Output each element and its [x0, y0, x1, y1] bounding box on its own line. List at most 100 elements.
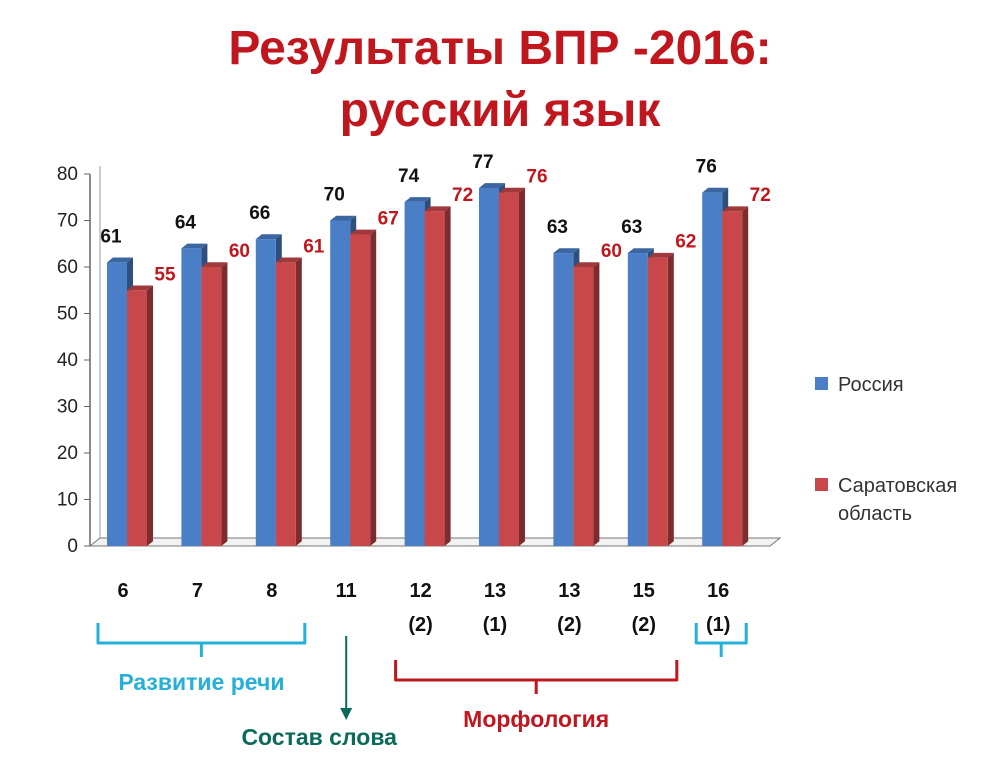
y-tick-label: 40	[57, 350, 78, 371]
bar-saratov	[647, 257, 668, 546]
bar-side	[147, 285, 153, 546]
bar-top	[350, 229, 377, 235]
x-tick-label: 11	[336, 580, 357, 602]
x-tick-label: (1)	[706, 614, 730, 636]
bar-saratov	[201, 267, 222, 546]
bar-side	[370, 229, 377, 546]
group-label-speech: Развитие речи	[118, 669, 284, 695]
data-label-russia: 63	[547, 217, 568, 238]
y-tick-label: 50	[57, 304, 78, 325]
group-bracket	[694, 623, 748, 657]
data-label-saratov: 60	[601, 241, 622, 262]
group-bracket	[96, 623, 307, 657]
group-arrow-head	[340, 708, 353, 720]
data-label-saratov: 62	[675, 232, 696, 253]
bar-russia	[702, 192, 723, 546]
x-tick-label: 13	[484, 580, 506, 602]
bar-side	[444, 206, 451, 546]
legend-label-saratov: Саратовская	[838, 475, 957, 497]
x-tick-label: (2)	[632, 614, 656, 636]
y-tick-label: 30	[57, 397, 78, 418]
bar-russia	[479, 187, 499, 546]
x-tick-label: (2)	[557, 614, 581, 636]
data-label-russia: 63	[621, 217, 642, 238]
bar-saratov	[499, 192, 519, 546]
x-tick-label: 6	[117, 580, 128, 602]
y-tick-label: 60	[57, 257, 78, 278]
y-tick-label: 70	[57, 211, 78, 232]
bar-russia	[255, 239, 276, 546]
y-tick-label: 0	[67, 536, 78, 557]
data-label-saratov: 67	[378, 208, 399, 229]
bar-top	[499, 187, 525, 193]
bar-top	[553, 248, 580, 254]
legend-swatch-saratov	[815, 478, 828, 491]
legend-swatch-russia	[815, 377, 828, 390]
bar-russia	[627, 253, 648, 547]
data-label-saratov: 76	[526, 167, 547, 188]
data-label-russia: 76	[696, 157, 717, 178]
chart-title-line-2: русский язык	[339, 84, 661, 137]
bar-saratov	[573, 267, 594, 546]
bar-side	[519, 187, 525, 547]
data-label-russia: 74	[398, 166, 420, 187]
x-tick-label: 12	[409, 580, 431, 602]
bar-side	[221, 262, 228, 546]
bar-saratov	[275, 262, 296, 546]
data-label-russia: 61	[100, 226, 122, 247]
bar-top	[255, 234, 282, 240]
bar-top	[702, 187, 729, 193]
bar-top	[722, 206, 749, 212]
bar-side	[667, 252, 674, 546]
bar-russia	[553, 253, 574, 547]
bar-top	[573, 262, 600, 267]
y-tick-label: 10	[57, 490, 78, 511]
data-label-russia: 77	[472, 152, 493, 173]
bar-russia	[181, 248, 202, 546]
group-bracket	[394, 660, 679, 694]
x-tick-label: (2)	[408, 614, 432, 636]
bar-saratov	[722, 211, 743, 546]
bar-top	[181, 243, 208, 249]
bar-top	[647, 252, 674, 258]
bar-saratov	[350, 234, 371, 546]
data-label-saratov: 60	[229, 241, 250, 262]
chart-title-line-1: Результаты ВПР -2016:	[228, 22, 772, 75]
bar-side	[742, 206, 749, 546]
y-tick-label: 20	[57, 443, 78, 464]
bar-top	[404, 197, 431, 202]
bar-russia	[330, 220, 351, 546]
bar-russia	[404, 201, 425, 546]
bar-russia	[107, 262, 127, 546]
data-label-russia: 66	[249, 203, 270, 224]
y-tick-label: 80	[57, 164, 78, 185]
bar-side	[295, 257, 302, 546]
bar-top	[330, 215, 357, 221]
bar-top	[479, 183, 505, 188]
data-label-russia: 64	[175, 212, 197, 233]
legend-label-saratov-line2: область	[838, 503, 912, 525]
group-label-morphology: Морфология	[463, 706, 609, 732]
bar-top	[424, 206, 451, 212]
x-tick-label: 15	[633, 580, 655, 602]
bar-side	[593, 262, 600, 546]
bar-top	[275, 257, 302, 263]
data-label-saratov: 55	[154, 264, 176, 285]
bar-top	[107, 257, 133, 263]
x-tick-label: 16	[707, 580, 729, 602]
bar-top	[127, 285, 153, 291]
data-label-saratov: 72	[452, 185, 473, 206]
x-tick-label: 13	[558, 580, 580, 602]
bar-saratov	[127, 290, 147, 546]
data-label-saratov: 61	[303, 236, 325, 257]
legend-label-russia: Россия	[838, 374, 904, 396]
group-label-word: Состав слова	[241, 724, 397, 750]
x-tick-label: 7	[192, 580, 203, 602]
bar-top	[201, 262, 228, 267]
x-tick-label: (1)	[483, 614, 507, 636]
x-tick-label: 8	[266, 580, 277, 602]
data-label-saratov: 72	[750, 185, 771, 206]
data-label-russia: 70	[324, 185, 345, 206]
bar-saratov	[424, 211, 445, 546]
